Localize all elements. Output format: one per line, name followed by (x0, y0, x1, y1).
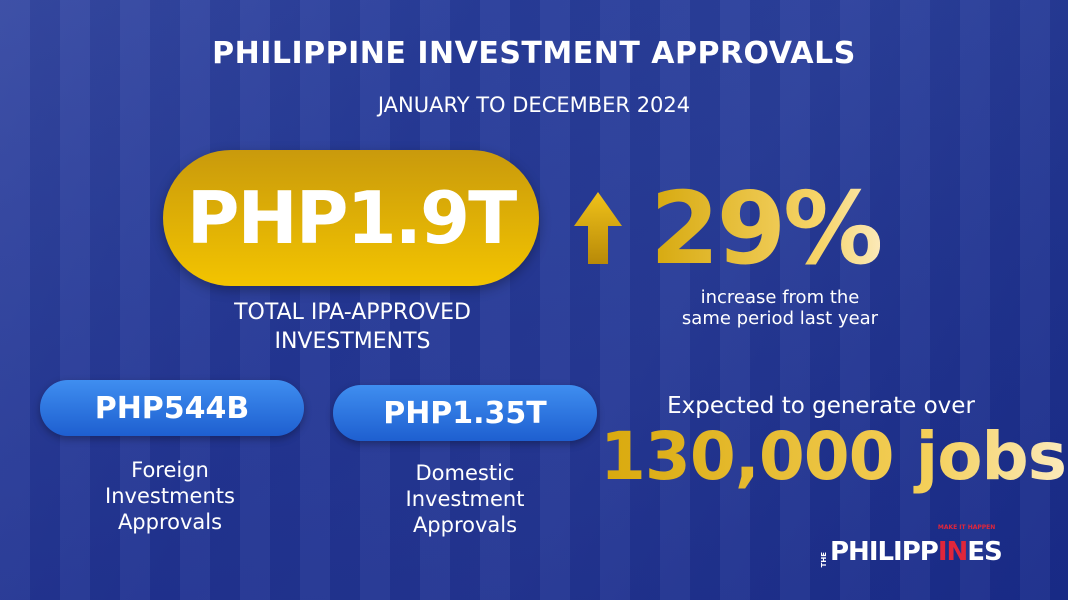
logo-tagline: MAKE IT HAPPEN (937, 524, 996, 531)
page-subtitle: JANUARY TO DECEMBER 2024 (377, 93, 691, 117)
caption-line: INVESTMENTS (274, 329, 431, 354)
growth-percentage: 29% (650, 170, 883, 287)
caption-line: Investments (105, 484, 235, 508)
caption-line: same period last year (681, 308, 879, 329)
caption-line: Approvals (117, 510, 223, 534)
foreign-investment-badge: PHP544B (40, 380, 304, 436)
logo-the: THE (820, 551, 828, 567)
foreign-investment-caption: Foreign Investments Approvals (60, 457, 280, 535)
total-investment-badge: PHP1.9T (163, 150, 539, 286)
caption-line: Domestic (415, 461, 515, 485)
logo-in: MAKE IT HAPPEN IN (937, 525, 995, 568)
logo-text: ES (967, 537, 1002, 567)
caption-line: Foreign (131, 458, 209, 482)
caption-line: TOTAL IPA-APPROVED (234, 300, 471, 325)
domestic-investment-badge: PHP1.35T (333, 385, 597, 441)
jobs-value: 130,000 jobs (600, 418, 1067, 495)
caption-line: increase from the (700, 287, 860, 308)
jobs-lead-text: Expected to generate over (667, 393, 975, 419)
logo-text: IN (937, 537, 968, 567)
page-title: PHILIPPINE INVESTMENT APPROVALS (212, 36, 856, 71)
domestic-investment-caption: Domestic Investment Approvals (365, 460, 565, 538)
arrow-up-icon (574, 192, 622, 264)
growth-caption: increase from the same period last year (660, 287, 900, 329)
caption-line: Investment (405, 487, 525, 511)
logo-text: PHILIPP (830, 537, 939, 567)
the-philippines-logo: THE PHILIPP MAKE IT HAPPEN IN ES (820, 525, 1003, 568)
total-investment-caption: TOTAL IPA-APPROVED INVESTMENTS (180, 298, 525, 356)
caption-line: Approvals (412, 513, 518, 537)
